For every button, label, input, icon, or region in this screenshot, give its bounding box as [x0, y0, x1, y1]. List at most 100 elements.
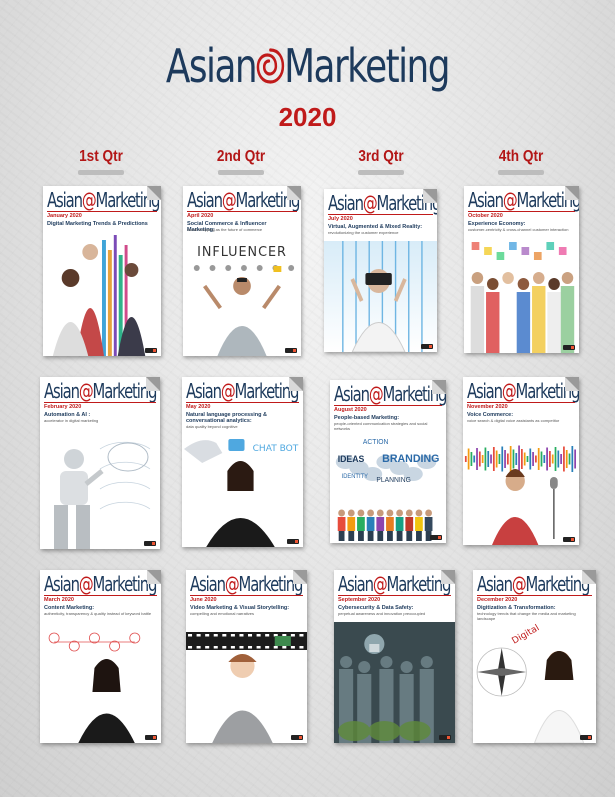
magazine-cover[interactable]: Asian@Marketing January 2020 Digital Mar…	[43, 186, 161, 356]
cover-logo: Asian@Marketing	[44, 379, 157, 403]
cover-illustration	[40, 429, 160, 549]
cover-headline: Voice Commerce:	[467, 412, 514, 418]
cover-illustration: ACTION IDEAS BRANDING IDENTITY PLANNING	[330, 432, 446, 543]
magazine-cover[interactable]: Asian@Marketing June 2020 Video Marketin…	[186, 570, 307, 743]
publisher-badge-icon	[439, 735, 451, 740]
magazine-cover[interactable]: Asian@Marketing February 2020 Automation…	[40, 377, 160, 549]
cover-subheadline: accelerator in digital marketing	[44, 418, 99, 423]
cover-divider	[334, 405, 442, 406]
cover-headline: People-based Marketing:	[334, 415, 400, 421]
cover-divider	[468, 211, 575, 212]
magazine-cover[interactable]: Asian@Marketing September 2020 Cybersecu…	[334, 570, 455, 743]
cover-subheadline: social shopping as the future of commerc…	[187, 227, 263, 232]
cover-logo: Asian@Marketing	[186, 379, 299, 403]
magazine-cover[interactable]: Asian@Marketing May 2020 Natural languag…	[182, 377, 303, 547]
magazine-cover[interactable]: Asian@Marketing October 2020 Experience …	[464, 186, 579, 353]
cover-issue-date: June 2020	[190, 597, 217, 603]
publisher-badge-icon	[145, 348, 157, 353]
page-curl-corner	[147, 570, 161, 584]
svg-text:IDEAS: IDEAS	[338, 454, 365, 464]
swirl-logo-icon	[256, 48, 284, 84]
magazine-cover[interactable]: Asian@Marketing March 2020 Content Marke…	[40, 570, 161, 743]
cover-subheadline: perpetual awareness and innovation preoc…	[338, 611, 426, 616]
cover-illustration: CHAT BOT	[182, 429, 303, 547]
logo-word-asian: Asian	[165, 39, 258, 93]
cover-subheadline: revolutionizing the customer experience	[328, 230, 399, 235]
cover-headline: Content Marketing:	[44, 605, 95, 611]
page-curl-corner	[432, 380, 446, 394]
cover-headline: Digitization & Transformation:	[477, 605, 556, 611]
year-heading: 2020	[278, 102, 337, 132]
quarter-label-2: 2nd Qtr	[216, 148, 266, 165]
cover-headline: Video Marketing & Visual Storytelling:	[190, 605, 290, 611]
magazine-cover[interactable]: Asian@Marketing August 2020 People-based…	[330, 380, 446, 543]
quarter-label-4: 4th Qtr	[498, 148, 544, 165]
cover-divider	[186, 402, 299, 403]
svg-text:ACTION: ACTION	[363, 439, 389, 446]
page-curl-corner	[565, 377, 579, 391]
cover-logo: Asian@Marketing	[187, 188, 300, 212]
cover-illustration	[40, 622, 161, 743]
magazine-cover[interactable]: Asian@Marketing April 2020 Social Commer…	[183, 186, 301, 356]
cover-issue-date: April 2020	[187, 213, 214, 219]
cover-issue-date: October 2020	[468, 213, 503, 219]
cover-logo: Asian@Marketing	[468, 188, 579, 212]
svg-text:CHAT BOT: CHAT BOT	[253, 444, 299, 454]
cover-divider	[44, 595, 157, 596]
cover-headline: Digital Marketing Trends & Predictions	[47, 221, 148, 227]
svg-text:BRANDING: BRANDING	[382, 453, 439, 465]
svg-text:INFLUENCER: INFLUENCER	[197, 245, 287, 260]
cover-issue-date: September 2020	[338, 597, 381, 603]
magazine-cover[interactable]: Asian@Marketing July 2020 Virtual, Augme…	[324, 189, 437, 352]
cover-divider	[47, 211, 157, 212]
cover-divider	[338, 595, 451, 596]
quarter-underline	[218, 170, 264, 175]
cover-illustration	[43, 230, 161, 356]
quarter-label-1: 1st Qtr	[79, 148, 123, 165]
publisher-badge-icon	[430, 535, 442, 540]
quarter-underline	[78, 170, 124, 175]
cover-illustration	[186, 622, 307, 743]
magazine-cover[interactable]: Asian@Marketing November 2020 Voice Comm…	[463, 377, 579, 545]
publisher-badge-icon	[144, 541, 156, 546]
cover-illustration: INFLUENCER	[183, 238, 301, 356]
quarter-underline	[358, 170, 404, 175]
cover-divider	[190, 595, 303, 596]
cover-logo: Asian@Marketing	[334, 382, 446, 406]
cover-issue-date: February 2020	[44, 404, 82, 410]
publisher-badge-icon	[291, 735, 303, 740]
cover-logo: Asian@Marketing	[190, 572, 303, 596]
cover-logo: Asian@Marketing	[338, 572, 451, 596]
quarter-label-3: 3rd Qtr	[358, 148, 404, 165]
cover-divider	[44, 402, 156, 403]
cover-logo: Asian@Marketing	[477, 572, 590, 596]
cover-issue-date: November 2020	[467, 404, 508, 410]
page-curl-corner	[287, 186, 301, 200]
cover-headline: Cybersecurity & Data Safety:	[338, 605, 414, 611]
page-curl-corner	[289, 377, 303, 391]
cover-illustration	[324, 241, 437, 352]
cover-logo: Asian@Marketing	[44, 572, 157, 596]
publisher-badge-icon	[563, 537, 575, 542]
publisher-badge-icon	[287, 539, 299, 544]
page-curl-corner	[147, 186, 161, 200]
cover-logo: Asian@Marketing	[328, 191, 437, 215]
cover-logo: Asian@Marketing	[47, 188, 160, 212]
logo-word-marketing: Marketing	[284, 39, 450, 93]
cover-headline: Virtual, Augmented & Mixed Reality:	[328, 224, 423, 230]
magazine-cover[interactable]: Asian@Marketing December 2020 Digitizati…	[473, 570, 596, 743]
page-curl-corner	[146, 377, 160, 391]
cover-logo: Asian@Marketing	[467, 379, 579, 403]
cover-subheadline: people-oriented communication strategies…	[334, 421, 428, 431]
cover-subheadline: data quality beyond cognitive	[186, 424, 238, 429]
cover-divider	[187, 211, 297, 212]
cover-headline: Social Commerce & Influencer Marketing:	[187, 221, 267, 234]
cover-illustration	[464, 238, 579, 353]
cover-subheadline: customer-centricity & cross-channel cust…	[468, 227, 569, 232]
cover-divider	[328, 214, 433, 215]
quarter-underline	[498, 170, 544, 175]
cover-headline: Automation & AI :	[44, 412, 91, 418]
cover-subheadline: technology trends that change the media …	[477, 611, 576, 621]
cover-headline: Natural language processing & conversati…	[186, 412, 267, 425]
publisher-badge-icon	[285, 348, 297, 353]
